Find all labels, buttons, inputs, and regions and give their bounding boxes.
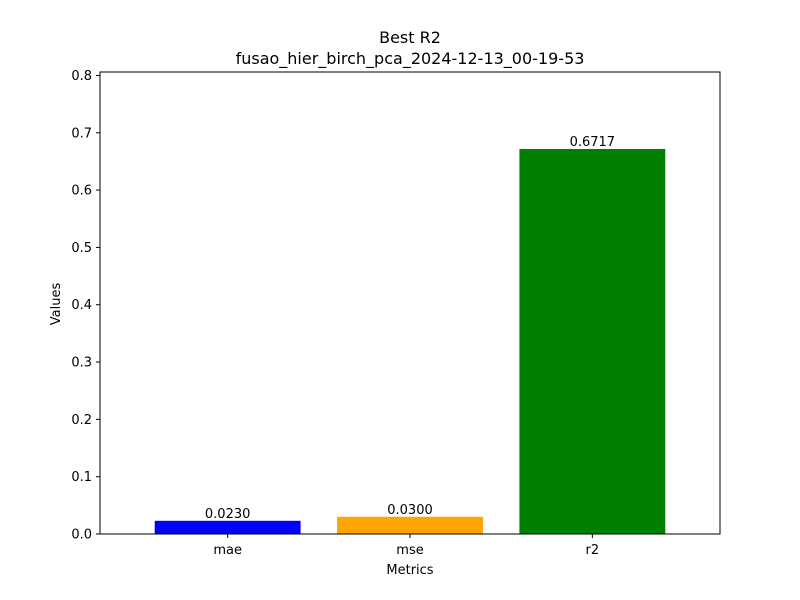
y-tick-label: 0.6 [71, 184, 92, 199]
x-tick-label-mae: mae [213, 543, 242, 558]
y-tick-label: 0.0 [71, 528, 92, 543]
bar-value-label-mse: 0.0300 [387, 503, 433, 518]
bar-mse [337, 516, 483, 534]
y-tick-label: 0.5 [71, 241, 92, 256]
bars: 0.0230 0.0300 0.6717 [154, 135, 666, 534]
x-tick-label-r2: r2 [586, 543, 600, 558]
y-tick-label: 0.2 [71, 413, 92, 428]
chart-subtitle: fusao_hier_birch_pca_2024-12-13_00-19-53 [236, 49, 585, 69]
x-axis-label: Metrics [386, 563, 433, 578]
y-tick-label: 0.3 [71, 356, 92, 371]
chart-title: Best R2 [379, 28, 441, 47]
y-tick-label: 0.7 [71, 126, 92, 141]
bar-r2 [519, 148, 666, 534]
y-tick-label: 0.8 [71, 69, 92, 84]
bar-value-label-mae: 0.0230 [205, 507, 251, 522]
y-axis-ticks: 0.0 0.1 0.2 0.3 0.4 0.5 0.6 0.7 0.8 [71, 69, 100, 543]
plot-frame [99, 71, 721, 535]
bar-mae [154, 520, 301, 534]
x-axis-ticks: mae mse r2 [213, 534, 599, 558]
y-tick-label: 0.1 [71, 470, 92, 485]
y-tick-label: 0.4 [71, 298, 92, 313]
x-tick-label-mse: mse [396, 543, 423, 558]
bar-value-label-r2: 0.6717 [570, 135, 616, 150]
y-axis-label: Values [49, 283, 64, 326]
